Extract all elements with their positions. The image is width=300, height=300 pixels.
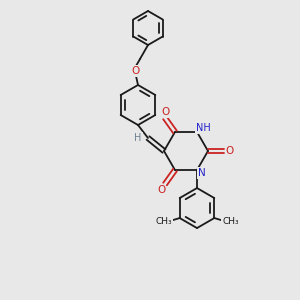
Text: O: O [161,107,169,117]
Text: O: O [132,66,140,76]
Text: H: H [134,133,142,143]
Text: O: O [226,146,234,156]
Text: NH: NH [196,123,210,133]
Text: CH₃: CH₃ [155,217,172,226]
Text: CH₃: CH₃ [222,217,238,226]
Text: O: O [157,185,165,195]
Text: N: N [198,168,206,178]
